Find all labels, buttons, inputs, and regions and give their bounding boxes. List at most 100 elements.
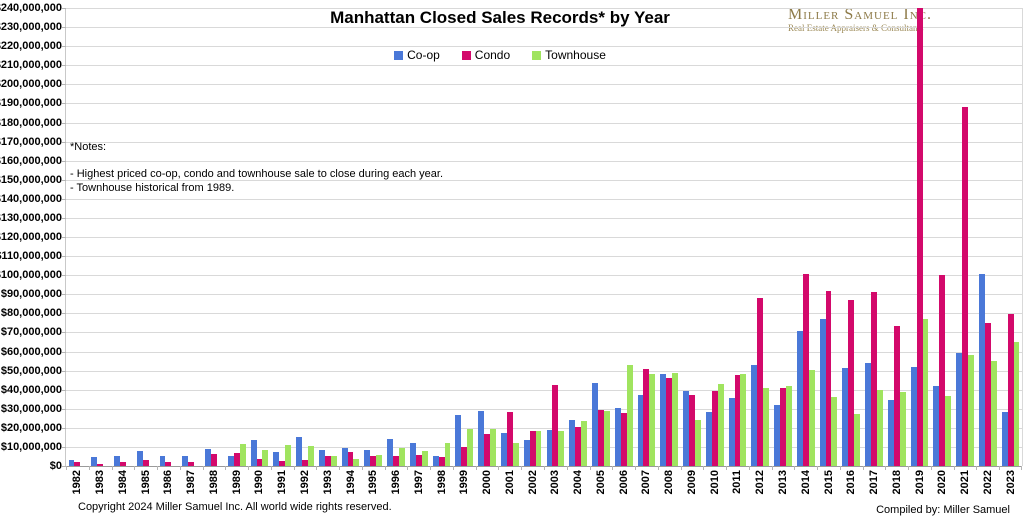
bar-1982-co-op (68, 460, 75, 466)
bar-2012-townhouse (763, 387, 770, 466)
bar-2016-co-op (842, 367, 849, 466)
bar-2020-co-op (933, 385, 940, 466)
y-tick-mark (62, 389, 66, 391)
bar-1987-condo (188, 462, 195, 466)
bar-2002-townhouse (535, 430, 542, 466)
x-tick-mark (817, 466, 819, 470)
y-tick-label: $50,000,000 (0, 364, 62, 377)
x-tick-label-2021: 2021 (959, 470, 972, 495)
x-tick-mark (771, 466, 773, 470)
bar-group-2022 (976, 8, 999, 466)
bar-2008-condo (666, 378, 673, 466)
bar-2001-townhouse (512, 443, 519, 466)
notes-line-1: - Highest priced co-op, condo and townho… (70, 168, 444, 180)
x-tick-mark (407, 466, 409, 470)
x-tick-mark (566, 466, 568, 470)
x-tick-mark (225, 466, 227, 470)
bar-group-2014 (794, 8, 817, 466)
bar-group-2003 (544, 8, 567, 466)
bar-1987-co-op (182, 456, 189, 466)
x-tick-label-2000: 2000 (481, 470, 494, 495)
x-tick-label-2019: 2019 (913, 470, 926, 495)
x-tick-mark (589, 466, 591, 470)
x-tick-mark (475, 466, 477, 470)
x-tick-mark (316, 466, 318, 470)
x-tick-mark (862, 466, 864, 470)
gridline (66, 370, 1022, 372)
x-tick-label-2023: 2023 (1004, 470, 1017, 495)
condo-swatch-icon (461, 50, 471, 60)
x-tick-label-1985: 1985 (139, 470, 152, 495)
x-tick-label-2013: 2013 (777, 470, 789, 495)
bar-2002-condo (529, 430, 536, 466)
gridline (66, 217, 1022, 219)
x-tick-label-2022: 2022 (981, 470, 994, 495)
x-tick-label-2005: 2005 (594, 470, 607, 495)
x-tick-mark (885, 466, 887, 470)
gridline (66, 294, 1022, 296)
bar-2005-townhouse (603, 410, 610, 466)
gridline (66, 179, 1022, 181)
x-tick-label-2001: 2001 (503, 470, 516, 495)
x-tick-label-1990: 1990 (253, 470, 266, 495)
bar-2006-co-op (614, 407, 621, 466)
x-tick-label-1991: 1991 (276, 470, 289, 495)
bar-1983-co-op (91, 457, 98, 466)
bar-2011-condo (734, 375, 741, 466)
x-tick-label-1983: 1983 (94, 470, 107, 495)
bar-2011-townhouse (740, 374, 747, 466)
x-tick-label-1994: 1994 (344, 470, 357, 495)
x-tick-mark (908, 466, 910, 470)
x-tick-mark (612, 466, 614, 470)
y-tick-label: $210,000,000 (0, 59, 62, 72)
y-tick-mark (62, 141, 66, 143)
y-tick-label: $130,000,000 (0, 211, 62, 224)
x-tick-label-2018: 2018 (890, 470, 903, 495)
x-tick-mark (635, 466, 637, 470)
y-axis-labels: $240,000,000 $230,000,000 $220,000,000 $210… (0, 2, 62, 472)
bar-2004-townhouse (581, 421, 587, 466)
bar-1998-townhouse (444, 443, 451, 466)
y-tick-mark (62, 466, 66, 467)
y-tick-mark (62, 313, 66, 315)
gridline (66, 237, 1022, 238)
bar-group-1991 (271, 8, 294, 466)
x-tick-label-1982: 1982 (71, 470, 84, 495)
notes-heading: *Notes: (70, 141, 107, 153)
bar-2019-townhouse (922, 319, 929, 466)
x-tick-label-2007: 2007 (640, 470, 653, 495)
x-tick-label-2012: 2012 (754, 470, 767, 495)
x-tick-mark (726, 466, 728, 470)
bar-group-1990 (248, 8, 271, 466)
gridline (66, 256, 1022, 258)
y-tick-label: $60,000,000 (0, 345, 62, 358)
bar-2000-townhouse (490, 428, 496, 466)
bar-1982-condo (74, 462, 81, 466)
y-tick-label: $190,000,000 (0, 97, 62, 110)
bar-1991-townhouse (285, 445, 292, 466)
y-tick-mark (62, 427, 66, 429)
bar-1989-co-op (227, 456, 234, 466)
bar-1989-condo (233, 452, 240, 466)
gridline (66, 103, 1022, 105)
bar-1985-condo (142, 460, 149, 466)
x-tick-label-2006: 2006 (617, 470, 630, 495)
bar-2019-co-op (910, 366, 917, 466)
bar-group-2002 (521, 8, 544, 466)
y-tick-label: $100,000,000 (0, 269, 62, 282)
y-tick-mark (62, 294, 66, 296)
x-tick-label-1997: 1997 (412, 470, 425, 495)
bar-1983-condo (97, 464, 104, 466)
y-tick-mark (62, 446, 66, 448)
bar-2013-condo (780, 387, 786, 466)
bar-2015-condo (825, 291, 832, 466)
gridline (66, 122, 1022, 124)
y-tick-mark (62, 275, 66, 277)
bar-2011-co-op (728, 398, 735, 466)
bar-2017-co-op (865, 362, 872, 466)
y-tick-mark (62, 84, 66, 86)
bar-2006-condo (620, 412, 627, 466)
y-tick-label: $200,000,000 (0, 78, 62, 91)
bar-group-2015 (817, 8, 840, 466)
x-tick-label-2003: 2003 (549, 470, 562, 495)
